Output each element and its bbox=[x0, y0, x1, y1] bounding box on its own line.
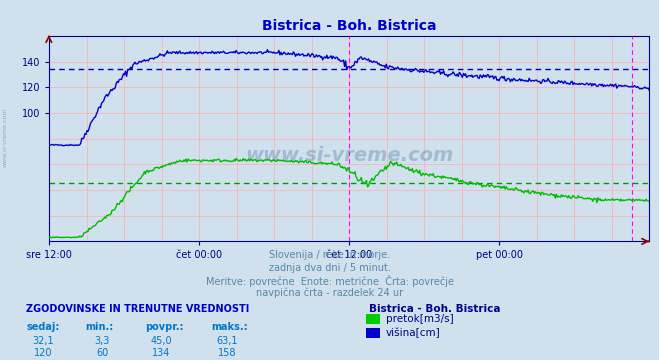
Text: 134: 134 bbox=[152, 348, 171, 358]
Text: povpr.:: povpr.: bbox=[145, 322, 183, 332]
Text: 158: 158 bbox=[218, 348, 237, 358]
Title: Bistrica - Boh. Bistrica: Bistrica - Boh. Bistrica bbox=[262, 19, 436, 33]
Text: 60: 60 bbox=[96, 348, 108, 358]
Text: pretok[m3/s]: pretok[m3/s] bbox=[386, 314, 453, 324]
Text: min.:: min.: bbox=[86, 322, 114, 332]
Text: 32,1: 32,1 bbox=[32, 336, 53, 346]
Text: Bistrica - Boh. Bistrica: Bistrica - Boh. Bistrica bbox=[369, 304, 501, 314]
Text: Slovenija / reke in morje.: Slovenija / reke in morje. bbox=[269, 250, 390, 260]
Text: višina[cm]: višina[cm] bbox=[386, 328, 440, 338]
Text: www.si-vreme.com: www.si-vreme.com bbox=[245, 145, 453, 165]
Text: 3,3: 3,3 bbox=[94, 336, 110, 346]
Text: www.si-vreme.com: www.si-vreme.com bbox=[3, 107, 8, 167]
Text: navpična črta - razdelek 24 ur: navpična črta - razdelek 24 ur bbox=[256, 288, 403, 298]
Text: zadnja dva dni / 5 minut.: zadnja dva dni / 5 minut. bbox=[269, 263, 390, 273]
Text: 63,1: 63,1 bbox=[217, 336, 238, 346]
Text: sedaj:: sedaj: bbox=[26, 322, 60, 332]
Text: Meritve: povrečne  Enote: metrične  Črta: povrečje: Meritve: povrečne Enote: metrične Črta: … bbox=[206, 275, 453, 287]
Text: maks.:: maks.: bbox=[211, 322, 248, 332]
Text: 120: 120 bbox=[34, 348, 52, 358]
Text: ZGODOVINSKE IN TRENUTNE VREDNOSTI: ZGODOVINSKE IN TRENUTNE VREDNOSTI bbox=[26, 304, 250, 314]
Text: 45,0: 45,0 bbox=[151, 336, 172, 346]
